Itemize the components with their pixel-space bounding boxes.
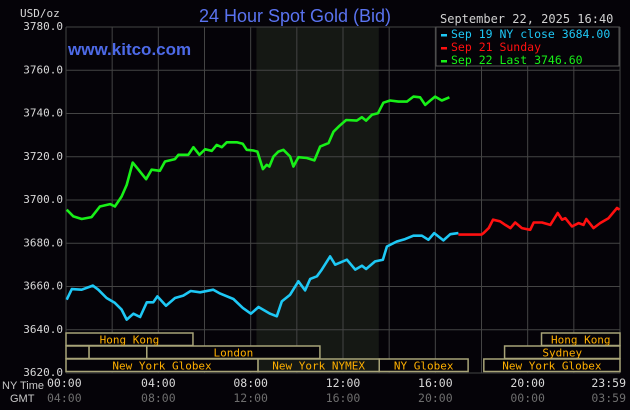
y-axis-unit: USD/oz [20,7,60,20]
session-bar [65,345,90,360]
session-bar [378,358,469,373]
session-label: Sydney [542,347,582,360]
y-tick-label: 3700.0 [23,193,63,206]
session-label: New York Globex [502,360,602,373]
timestamp: September 22, 2025 16:40 [440,12,613,26]
legend-entry: Sep 19 NY close 3684.00 [451,27,610,41]
session-label: Hong Kong [551,334,611,347]
y-tick-label: 3720.0 [23,150,63,163]
x-tick-label-gmt: 03:59 [591,391,626,405]
legend-box [435,26,620,67]
legend-swatch [441,47,447,50]
session-label: New York Globex [112,360,212,373]
session-label: NY Globex [394,360,454,373]
legend-entry: Sep 21 Sunday [451,40,541,54]
y-tick-label: 3760.0 [23,63,63,76]
x-tick-label-ny: 04:00 [141,376,176,390]
y-tick-label: 3640.0 [23,323,63,336]
session-label: London [213,347,253,360]
legend-swatch [441,60,447,63]
session-bar [88,345,148,360]
y-tick-label: 3780.0 [23,20,63,33]
session-bar [483,358,621,373]
legend-swatch [441,34,447,37]
y-tick-label: 3660.0 [23,280,63,293]
series-line [65,95,450,221]
session-label: Hong Kong [100,334,160,347]
y-tick-label: 3680.0 [23,236,63,249]
session-label: New York NYMEX [272,360,365,373]
kitco-watermark: www.kitco.com [67,40,191,59]
x-tick-label-gmt: 16:00 [326,391,361,405]
x-tick-label-gmt: 08:00 [141,391,176,405]
x-tick-label-gmt: 12:00 [233,391,268,405]
y-tick-label: 3740.0 [23,107,63,120]
y-tick-label: 3620.0 [23,366,63,379]
x-tick-label-ny: 08:00 [233,376,268,390]
series-line [458,206,621,236]
x-tick-label-gmt: 04:00 [47,391,82,405]
x-tick-label-ny: 20:00 [510,376,545,390]
x-tick-label-ny: 00:00 [47,376,82,390]
gmt-label: GMT [10,393,35,405]
x-tick-label-ny: 16:00 [418,376,453,390]
x-tick-label-gmt: 20:00 [418,391,453,405]
x-tick-label-ny: 23:59 [591,376,626,390]
x-tick-label-gmt: 00:00 [510,391,545,405]
x-tick-label-ny: 12:00 [326,376,361,390]
legend-entry: Sep 22 Last 3746.60 [451,53,583,67]
series-line [65,231,459,321]
chart-title: 24 Hour Spot Gold (Bid) [199,6,391,26]
ny-time-label: NY Time [2,380,44,392]
